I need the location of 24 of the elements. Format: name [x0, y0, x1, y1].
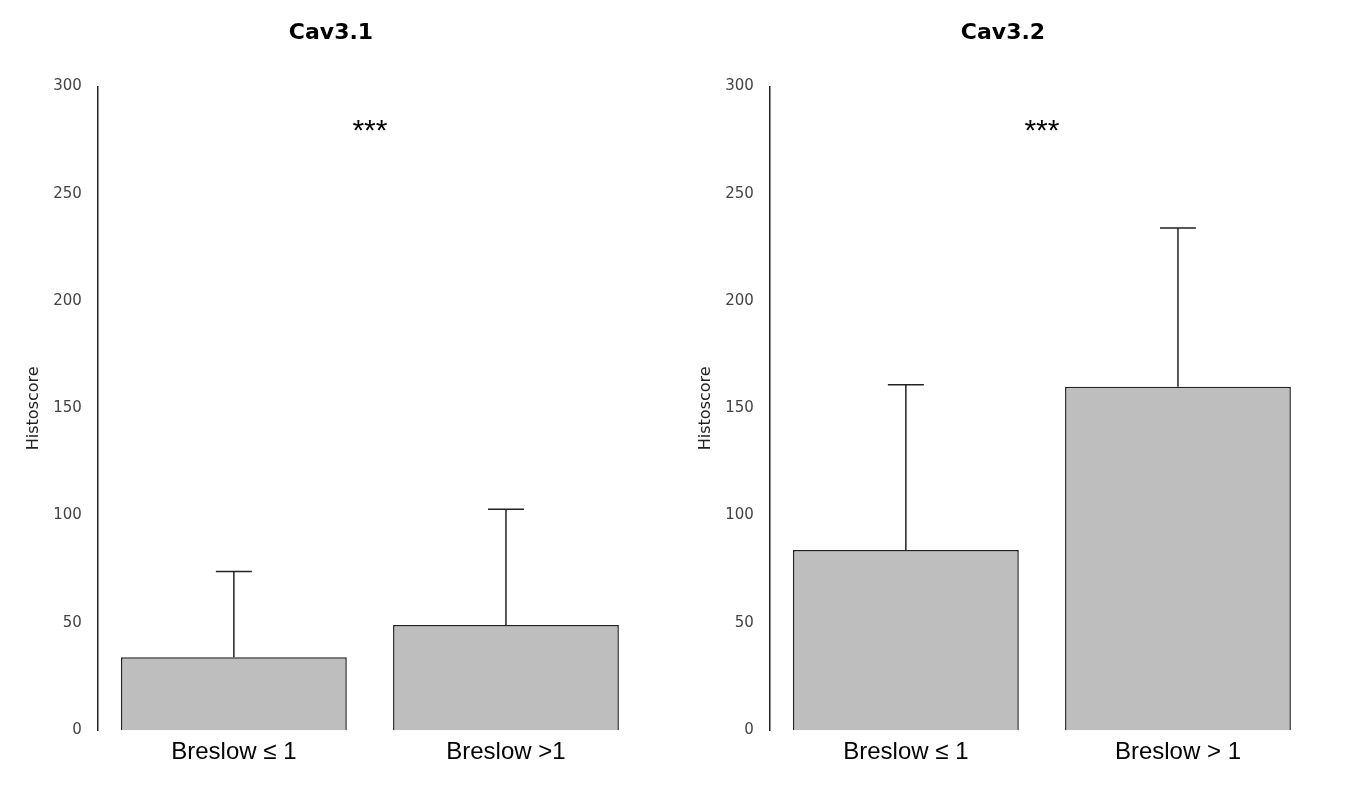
x-tick-label: Breslow ≤ 1: [843, 737, 969, 765]
y-axis-title: Histoscore: [22, 366, 42, 451]
y-tick-label: 50: [62, 612, 82, 631]
y-tick-label: 300: [53, 76, 82, 95]
chart-title: Cav3.1: [288, 18, 374, 44]
y-tick-label: 0: [72, 720, 82, 739]
x-tick-label: Breslow ≤ 1: [171, 737, 297, 765]
y-tick-label: 100: [725, 505, 754, 524]
annotation: ***: [352, 112, 388, 146]
y-tick-label: 0: [744, 720, 754, 739]
y-tick-label: 300: [725, 76, 754, 95]
y-tick-label: 250: [725, 183, 754, 202]
x-tick-label: Breslow > 1: [1114, 737, 1241, 765]
x-tick-label: Breslow >1: [446, 737, 566, 765]
annotation: ***: [1024, 112, 1060, 146]
y-tick-label: 100: [53, 505, 82, 524]
y-tick-label: 200: [53, 290, 82, 309]
y-tick-label: 50: [734, 612, 754, 631]
y-axis-title: Histoscore: [694, 366, 714, 451]
y-tick-label: 150: [725, 398, 754, 417]
y-tick-label: 200: [725, 290, 754, 309]
y-tick-label: 250: [53, 183, 82, 202]
chart-title: Cav3.2: [960, 18, 1046, 44]
y-tick-label: 150: [53, 398, 82, 417]
